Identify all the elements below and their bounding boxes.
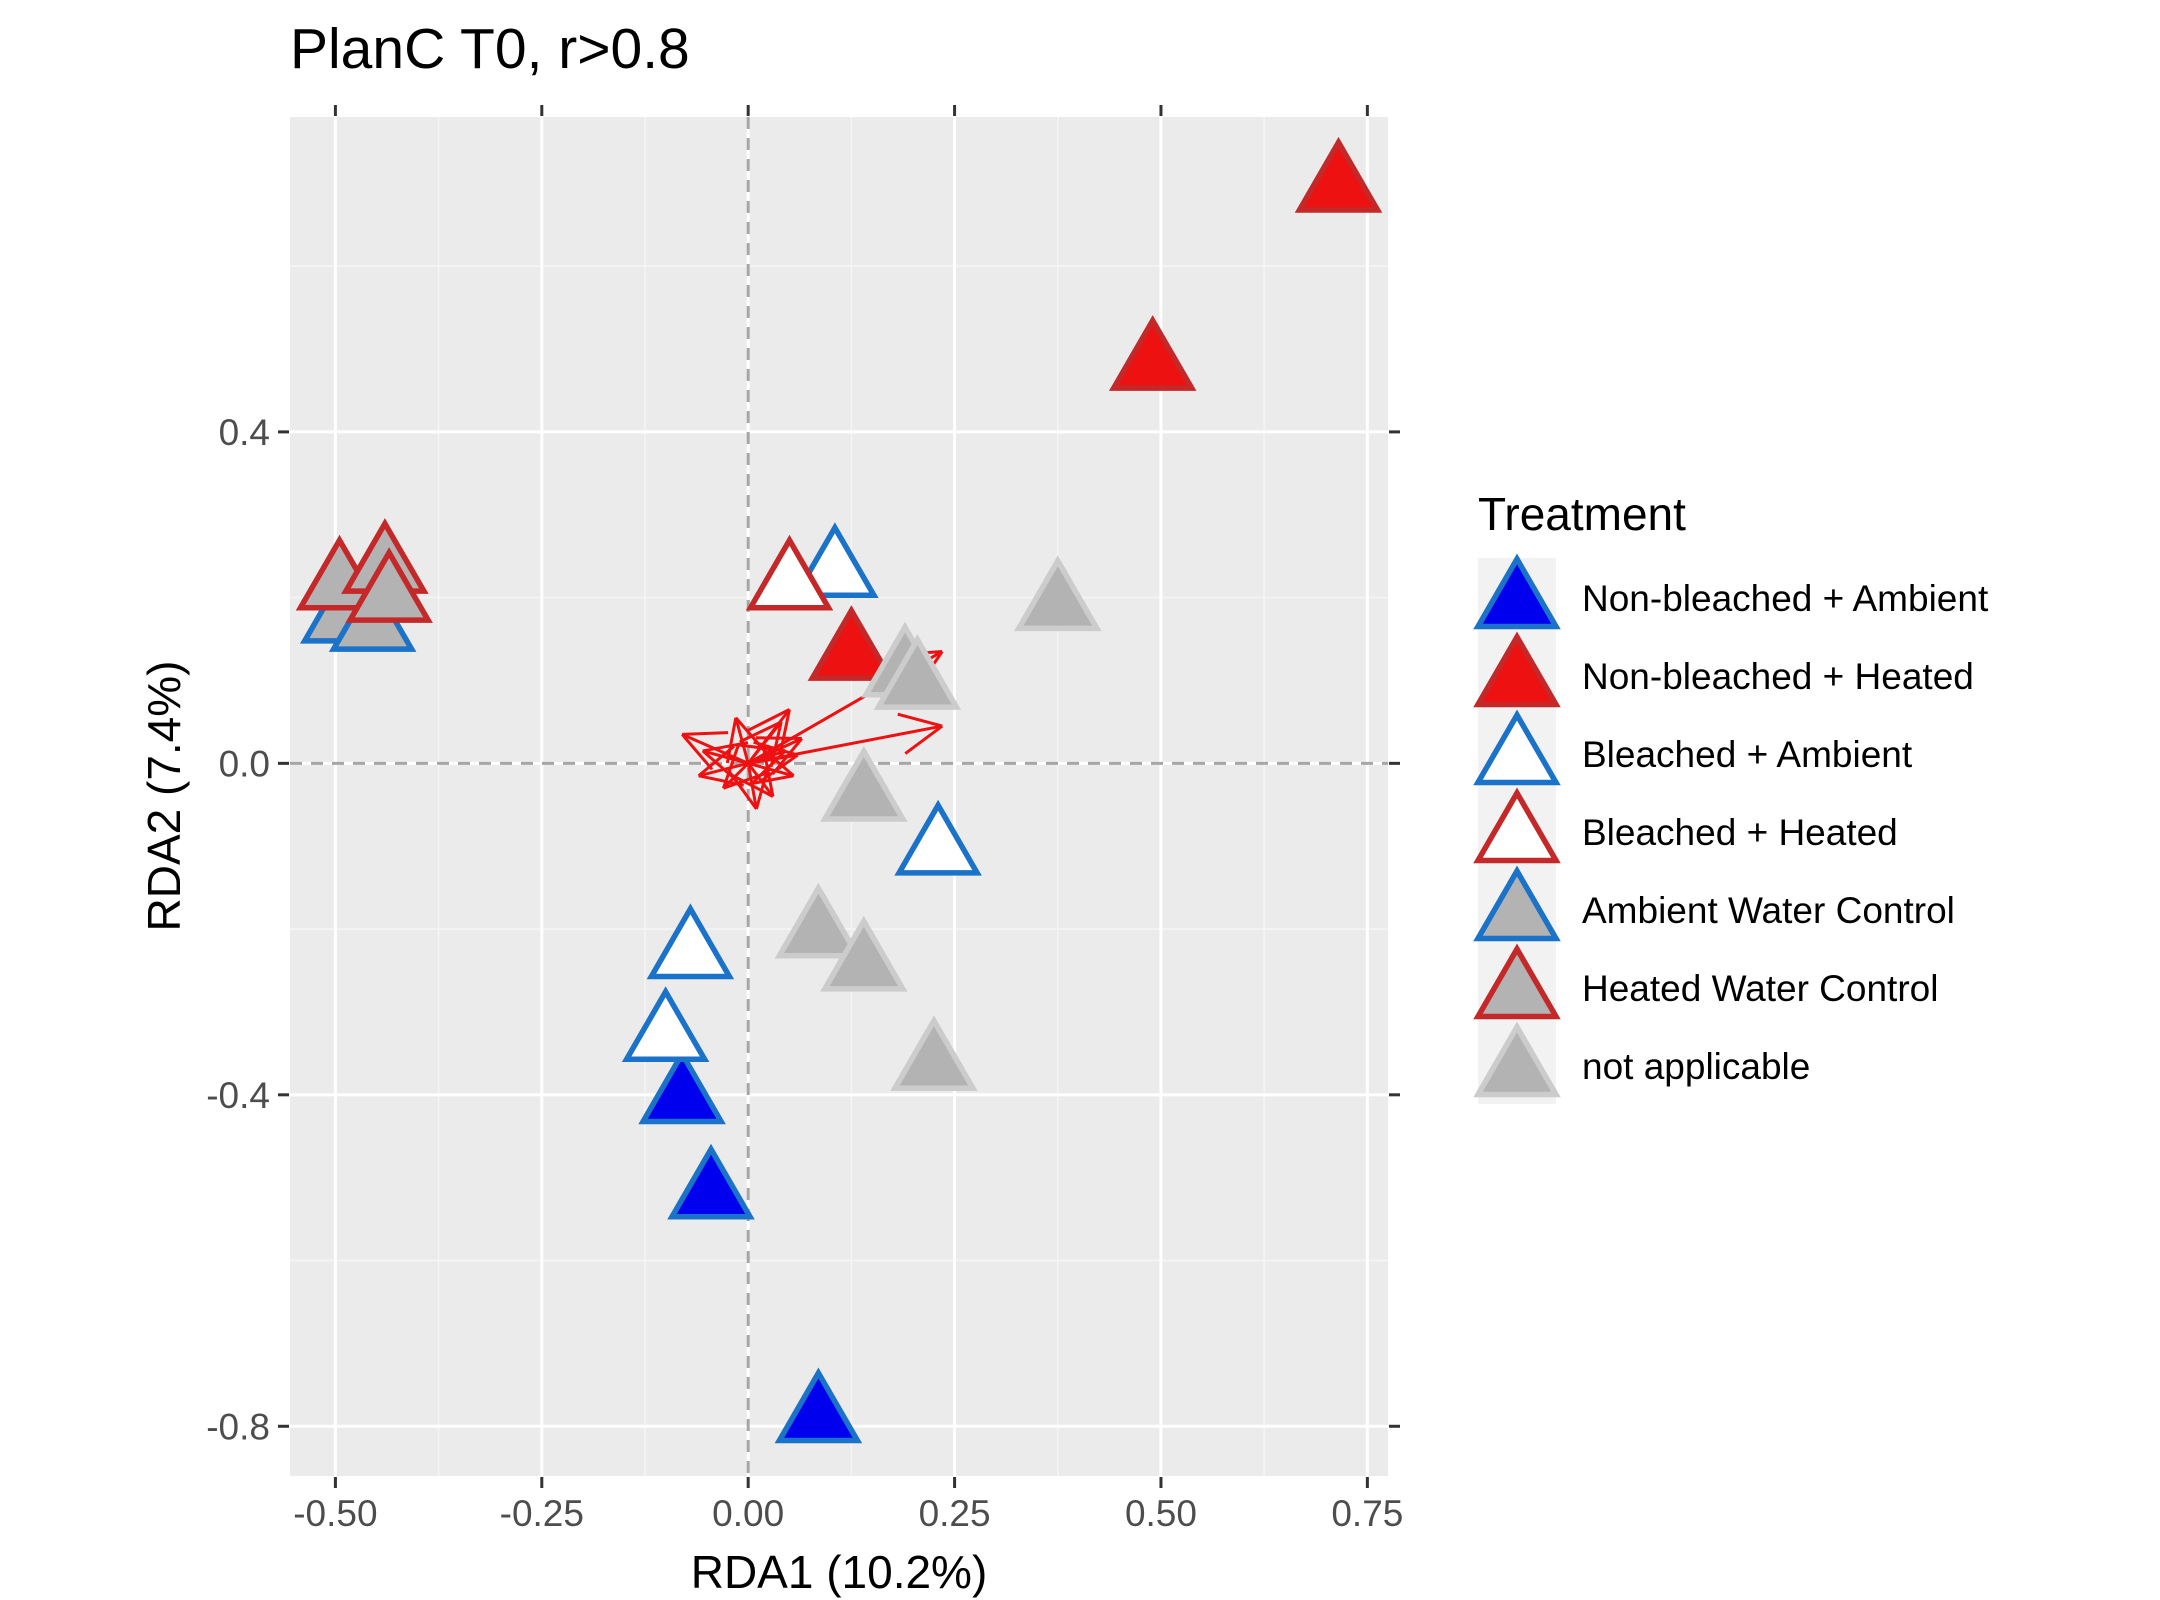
arrow-head-left — [681, 733, 714, 771]
arrow — [747, 740, 799, 783]
point-layer — [295, 136, 1383, 1444]
arrow-shaft — [747, 720, 783, 765]
x-tick-label: 0.75 — [1331, 1493, 1403, 1534]
series-not-applicable — [774, 555, 1102, 1092]
legend-item-non-bleached-heated: Non-bleached + Heated — [1473, 631, 1974, 708]
legend: Treatment Non-bleached + AmbientNon-blea… — [1473, 488, 1989, 1104]
data-point-bleached-ambient — [791, 522, 879, 599]
x-tick-label: -0.50 — [293, 1493, 377, 1534]
arrow — [728, 763, 771, 810]
arrow-shaft — [747, 753, 798, 765]
arrow-shaft — [747, 761, 794, 778]
x-tick-label: -0.25 — [500, 1493, 584, 1534]
y-tick-label: -0.4 — [206, 1075, 270, 1116]
legend-item-ambient-water-control: Ambient Water Control — [1473, 865, 1955, 942]
legend-key-non-bleached-ambient — [1473, 553, 1561, 630]
x-tick-label: 0.25 — [919, 1493, 991, 1534]
legend-key-ambient-water-control — [1473, 865, 1561, 942]
arrow-head-right — [722, 744, 740, 789]
arrow-head-right — [734, 716, 768, 754]
legend-key-bleached-heated — [1473, 787, 1561, 864]
series-non-bleached-ambient — [638, 1048, 863, 1444]
data-point-non-bleached-ambient — [667, 1143, 755, 1220]
arrow-shaft — [734, 717, 750, 764]
arrow-shaft — [746, 763, 758, 810]
arrow-head-right — [728, 770, 758, 810]
series-bleached-heated — [745, 534, 834, 611]
legend-item-heated-water-control: Heated Water Control — [1473, 943, 1938, 1020]
data-point-heated-water-control — [345, 547, 433, 623]
data-point-bleached-heated — [745, 534, 834, 611]
data-point-non-bleached-heated — [1108, 315, 1197, 391]
arrow-head-left — [897, 712, 943, 728]
legend-label: Heated Water Control — [1582, 968, 1938, 1009]
arrow-head-left — [747, 708, 791, 732]
arrow-head-left — [755, 736, 802, 740]
data-point-not-applicable — [890, 1015, 978, 1092]
arrow-head-right — [682, 731, 729, 736]
legend-item-bleached-ambient: Bleached + Ambient — [1473, 709, 1913, 786]
data-point-not-applicable — [820, 915, 908, 992]
arrow-head-right — [759, 753, 799, 783]
legend-label: Non-bleached + Heated — [1582, 656, 1974, 697]
legend-items: Non-bleached + Ambient Non-bleached + Hea… — [1473, 553, 1989, 1098]
x-axis-title: RDA1 (10.2%) — [691, 1546, 988, 1598]
arrow-head-right — [904, 724, 944, 755]
axis-layer: -0.50 -0.25 0.00 0.25 0.50 0.75 0.4 0.0 -0.4 -0.8 — [206, 105, 1403, 1534]
legend-title: Treatment — [1478, 488, 1686, 540]
grid-lines — [290, 117, 1388, 1476]
y-tick-label: 0.4 — [219, 412, 270, 453]
data-point-not-applicable — [774, 882, 863, 959]
arrow — [725, 716, 768, 764]
legend-label: Non-bleached + Ambient — [1582, 578, 1989, 619]
data-point-not-applicable — [820, 746, 908, 822]
y-tick-label: -0.8 — [206, 1406, 270, 1447]
series-non-bleached-heated — [807, 136, 1383, 681]
y-tick-label: 0.0 — [219, 743, 270, 784]
data-point-bleached-ambient — [621, 986, 710, 1063]
arrow-head-left — [754, 764, 771, 810]
legend-item-non-bleached-ambient: Non-bleached + Ambient — [1473, 553, 1989, 630]
arrow-shaft — [702, 749, 749, 765]
data-point-bleached-ambient — [646, 903, 735, 980]
legend-key-bleached-ambient — [1473, 709, 1561, 786]
legend-label: Bleached + Heated — [1582, 812, 1898, 853]
legend-label: not applicable — [1582, 1046, 1810, 1087]
data-point-non-bleached-heated — [1294, 136, 1383, 213]
data-point-non-bleached-ambient — [638, 1048, 726, 1125]
arrow-head-left — [753, 740, 799, 757]
data-point-not-applicable — [873, 634, 962, 710]
legend-label: Ambient Water Control — [1582, 890, 1955, 931]
series-heated-water-control — [295, 518, 433, 623]
y-axis-title: RDA2 (7.4%) — [138, 661, 190, 932]
arrow-head-left — [725, 717, 738, 764]
data-point-bleached-ambient — [894, 799, 982, 876]
chart-title: PlanC T0, r>0.8 — [290, 17, 690, 81]
data-point-non-bleached-heated — [807, 605, 896, 681]
data-point-not-applicable — [1014, 555, 1102, 632]
x-tick-label: 0.50 — [1125, 1493, 1197, 1534]
x-tick-label: 0.00 — [712, 1493, 784, 1534]
arrow-head-left — [739, 720, 782, 744]
legend-key-heated-water-control — [1473, 943, 1561, 1020]
series-bleached-ambient — [621, 522, 982, 1063]
legend-item-not-applicable: not applicable — [1473, 1021, 1810, 1098]
legend-label: Bleached + Ambient — [1582, 734, 1913, 775]
legend-key-non-bleached-heated — [1473, 631, 1561, 708]
legend-item-bleached-heated: Bleached + Heated — [1473, 787, 1898, 864]
data-point-non-bleached-ambient — [774, 1367, 863, 1444]
legend-key-not-applicable — [1473, 1021, 1561, 1098]
